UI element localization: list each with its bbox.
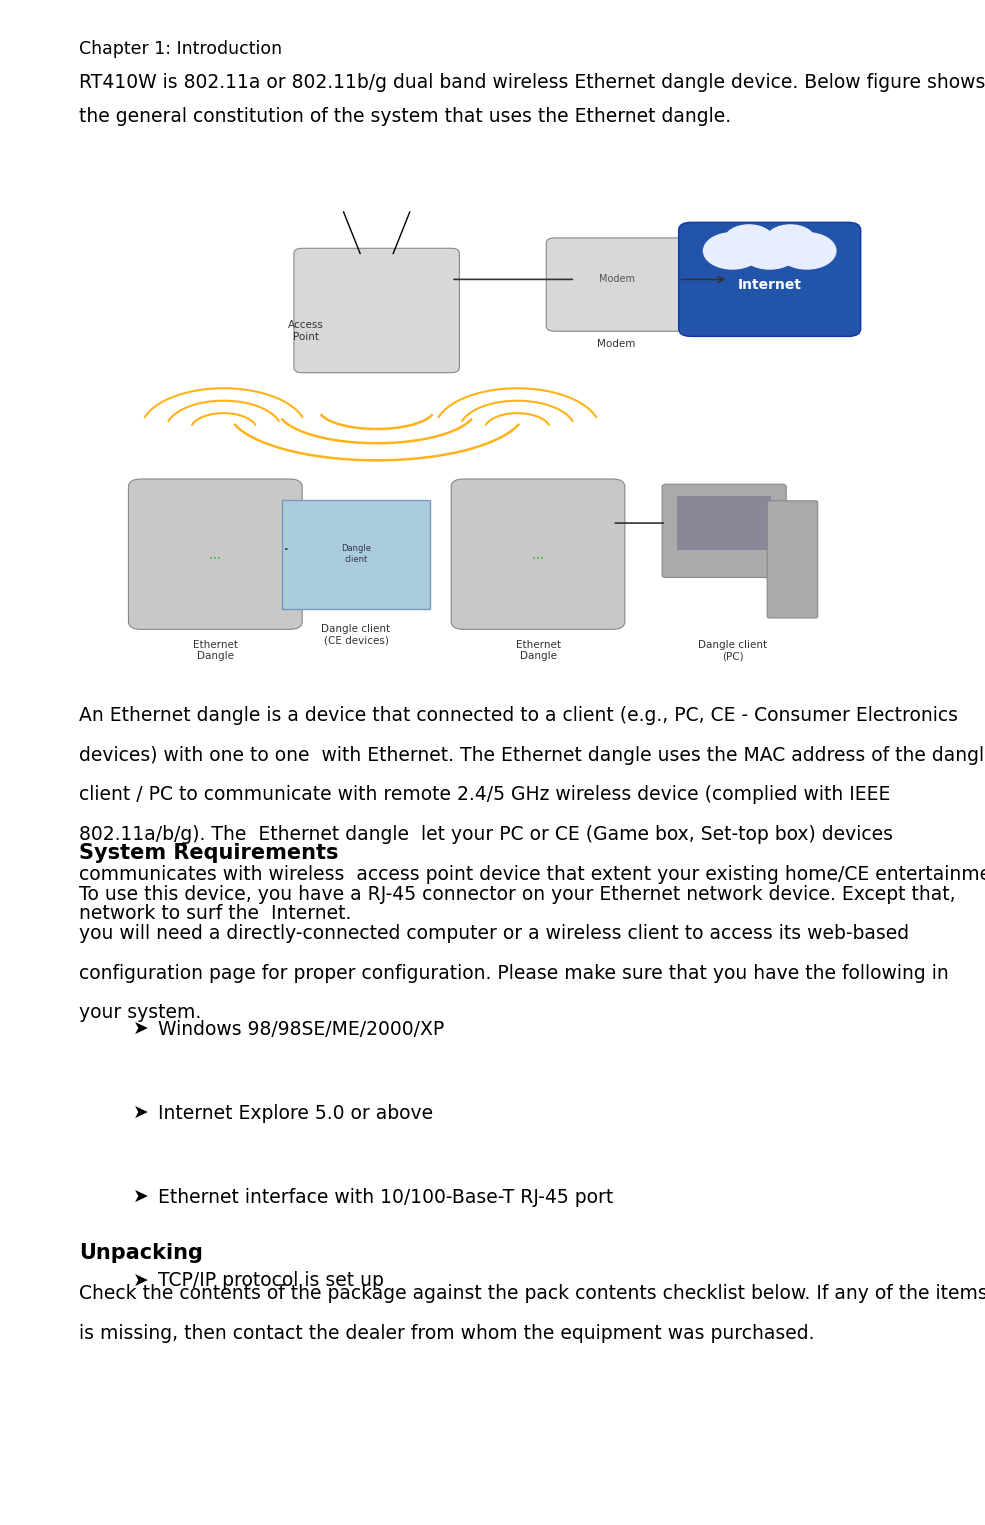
Text: Internet Explore 5.0 or above: Internet Explore 5.0 or above [158, 1104, 432, 1122]
FancyBboxPatch shape [662, 485, 786, 578]
Text: Chapter 1: Introduction: Chapter 1: Introduction [79, 40, 282, 58]
Text: ➤: ➤ [133, 1020, 149, 1039]
Text: Access
Point: Access Point [289, 320, 324, 342]
Text: Windows 98/98SE/ME/2000/XP: Windows 98/98SE/ME/2000/XP [158, 1020, 444, 1039]
FancyBboxPatch shape [547, 238, 687, 331]
Text: Unpacking: Unpacking [79, 1243, 203, 1263]
Text: Check the contents of the package against the pack contents checklist below. If : Check the contents of the package agains… [79, 1284, 985, 1302]
Circle shape [778, 233, 836, 268]
Text: •••: ••• [532, 557, 544, 563]
FancyBboxPatch shape [451, 479, 624, 630]
Text: your system.: your system. [79, 1003, 201, 1022]
Text: Ethernet
Dangle: Ethernet Dangle [193, 639, 237, 662]
Text: Ethernet
Dangle: Ethernet Dangle [515, 639, 560, 662]
Text: RT410W is 802.11a or 802.11b/g dual band wireless Ethernet dangle device. Below : RT410W is 802.11a or 802.11b/g dual band… [79, 73, 985, 92]
FancyBboxPatch shape [282, 500, 430, 608]
Text: communicates with wireless  access point device that extent your existing home/C: communicates with wireless access point … [79, 865, 985, 883]
Text: is missing, then contact the dealer from whom the equipment was purchased.: is missing, then contact the dealer from… [79, 1324, 815, 1342]
Text: Modem: Modem [599, 274, 634, 284]
Circle shape [724, 224, 774, 256]
Text: ➤: ➤ [133, 1272, 149, 1290]
Text: configuration page for proper configuration. Please make sure that you have the : configuration page for proper configurat… [79, 964, 949, 982]
Text: To use this device, you have a RJ-45 connector on your Ethernet network device. : To use this device, you have a RJ-45 con… [79, 884, 955, 903]
FancyBboxPatch shape [294, 249, 459, 372]
Text: Dangle client
(CE devices): Dangle client (CE devices) [321, 624, 390, 645]
Text: •••: ••• [210, 557, 222, 563]
Text: client / PC to communicate with remote 2.4/5 GHz wireless device (complied with : client / PC to communicate with remote 2… [79, 785, 890, 804]
Circle shape [703, 233, 761, 268]
Text: Ethernet interface with 10/100-Base-T RJ-45 port: Ethernet interface with 10/100-Base-T RJ… [158, 1188, 613, 1206]
Circle shape [741, 233, 799, 268]
Text: the general constitution of the system that uses the Ethernet dangle.: the general constitution of the system t… [79, 107, 731, 125]
Text: devices) with one to one  with Ethernet. The Ethernet dangle uses the MAC addres: devices) with one to one with Ethernet. … [79, 746, 985, 764]
FancyBboxPatch shape [677, 496, 771, 551]
Text: An Ethernet dangle is a device that connected to a client (e.g., PC, CE - Consum: An Ethernet dangle is a device that conn… [79, 706, 957, 724]
FancyBboxPatch shape [767, 500, 818, 618]
FancyBboxPatch shape [128, 479, 302, 630]
Text: Dangle client
(PC): Dangle client (PC) [698, 639, 767, 662]
Text: 802.11a/b/g). The  Ethernet dangle  let your PC or CE (Game box, Set-top box) de: 802.11a/b/g). The Ethernet dangle let yo… [79, 825, 892, 843]
Text: Modem: Modem [598, 339, 635, 349]
Text: you will need a directly-connected computer or a wireless client to access its w: you will need a directly-connected compu… [79, 924, 909, 942]
FancyBboxPatch shape [679, 223, 861, 337]
Text: network to surf the  Internet.: network to surf the Internet. [79, 904, 352, 923]
Text: ➤: ➤ [133, 1188, 149, 1206]
Text: TCP/IP protocol is set up: TCP/IP protocol is set up [158, 1272, 383, 1290]
Circle shape [765, 224, 816, 256]
Text: ➤: ➤ [133, 1104, 149, 1122]
Text: Dangle
client: Dangle client [341, 544, 371, 564]
Text: Internet: Internet [738, 278, 802, 291]
Text: System Requirements: System Requirements [79, 843, 338, 863]
FancyBboxPatch shape [703, 246, 836, 308]
